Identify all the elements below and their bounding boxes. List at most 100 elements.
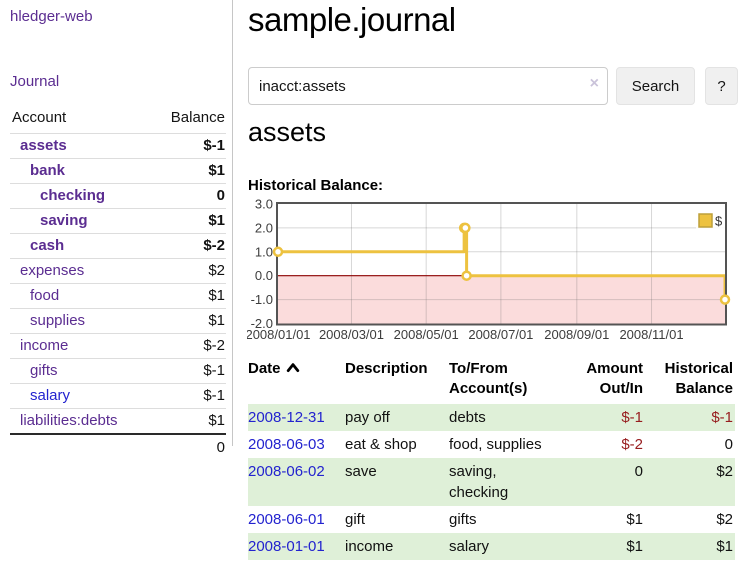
chart-x-tick-label: 2008/01/01 bbox=[247, 327, 311, 342]
account-row: supplies $1 bbox=[10, 308, 226, 334]
transaction-date-link[interactable]: 2008-06-02 bbox=[248, 463, 325, 480]
register-header-row: Date Description To/From Account(s) Amou… bbox=[248, 356, 735, 404]
sidebar-account-link[interactable]: income bbox=[20, 337, 69, 354]
transaction-accounts: saving, checking bbox=[449, 463, 509, 501]
account-cell: liabilities:debts bbox=[10, 408, 151, 434]
sidebar-item-journal[interactable]: Journal bbox=[10, 73, 60, 90]
accounts-table: Account Balance assets $-1 bank $1 checking 0… bbox=[10, 106, 226, 460]
sort-ascending-icon bbox=[286, 359, 300, 379]
account-row: saving $1 bbox=[10, 208, 226, 234]
accounts-table-body: assets $-1 bank $1 checking 0 saving $1 cash $-2 e… bbox=[10, 133, 226, 434]
sidebar-account-link[interactable]: checking bbox=[40, 187, 106, 204]
sidebar-account-link[interactable]: food bbox=[30, 287, 60, 304]
chart-y-tick-label: 0.0 bbox=[255, 268, 273, 283]
account-cell: cash bbox=[10, 233, 151, 259]
chart-x-tick-label: 2008/07/01 bbox=[468, 327, 533, 342]
transaction-description: gift bbox=[345, 511, 366, 528]
transaction-date-link[interactable]: 2008-06-01 bbox=[248, 511, 325, 528]
sidebar-account-balance: $1 bbox=[150, 408, 226, 434]
sidebar-account-link[interactable]: assets bbox=[20, 137, 67, 154]
transaction-date-link[interactable]: 2008-06-03 bbox=[248, 436, 325, 453]
sidebar-account-link[interactable]: bank bbox=[30, 162, 66, 179]
chart-y-tick-label: -1.0 bbox=[251, 292, 273, 307]
account-cell: salary bbox=[10, 383, 151, 409]
account-row: salary $-1 bbox=[10, 383, 226, 409]
transaction-row: 2008-06-03 eat & shop food, supplies $-2 0 bbox=[248, 431, 735, 458]
main-content: sample.journal × Search ? assets Histori… bbox=[247, 0, 742, 582]
transaction-accounts: debts bbox=[449, 409, 486, 426]
sidebar-account-link[interactable]: expenses bbox=[20, 262, 85, 279]
chart-y-tick-label: 2.0 bbox=[255, 220, 273, 235]
transaction-amount: $-2 bbox=[621, 436, 643, 453]
account-page-title: assets bbox=[248, 117, 327, 147]
account-row: cash $-2 bbox=[10, 233, 226, 259]
chart-x-tick-label: 2008/11/01 bbox=[619, 327, 683, 342]
sidebar-account-balance: $2 bbox=[150, 258, 226, 284]
account-cell: supplies bbox=[10, 308, 151, 334]
sidebar-account-balance: $1 bbox=[150, 158, 226, 184]
chart-x-tick-label: 2008/09/01 bbox=[544, 327, 609, 342]
transaction-row: 2008-01-01 income salary $1 $1 bbox=[248, 533, 735, 560]
transaction-date-cell: 2008-06-01 bbox=[248, 506, 345, 533]
transaction-balance: 0 bbox=[724, 436, 733, 453]
accounts-header-balance: Balance bbox=[170, 109, 225, 126]
sidebar-account-balance: 0 bbox=[150, 183, 226, 209]
transaction-amount: 0 bbox=[634, 463, 643, 480]
transaction-description: save bbox=[345, 463, 377, 480]
transaction-accounts: salary bbox=[449, 538, 490, 555]
register-header-description: Description bbox=[345, 360, 428, 377]
search-button[interactable]: Search bbox=[616, 67, 695, 105]
transaction-balance: $2 bbox=[716, 511, 733, 528]
account-row: income $-2 bbox=[10, 333, 226, 359]
transaction-description: pay off bbox=[345, 409, 390, 426]
account-row: food $1 bbox=[10, 283, 226, 309]
search-bar: × Search ? bbox=[248, 67, 738, 105]
transaction-row: 2008-12-31 pay off debts $-1 $-1 bbox=[248, 404, 735, 431]
transaction-description: income bbox=[345, 538, 394, 555]
account-cell: saving bbox=[10, 208, 151, 234]
transaction-date-link[interactable]: 2008-01-01 bbox=[248, 538, 325, 555]
chart-y-tick-label: -2.0 bbox=[251, 316, 273, 331]
search-input[interactable] bbox=[248, 67, 608, 105]
sidebar: hledger-web Journal Account Balance asse… bbox=[0, 0, 233, 460]
sidebar-account-link[interactable]: gifts bbox=[30, 362, 58, 379]
chart-x-tick-label: 2008/03/01 bbox=[319, 327, 384, 342]
accounts-header-account: Account bbox=[12, 109, 67, 126]
sidebar-account-link[interactable]: saving bbox=[40, 212, 88, 229]
register-header-date[interactable]: Date bbox=[248, 356, 345, 404]
transaction-description: eat & shop bbox=[345, 436, 417, 453]
sidebar-account-link[interactable]: liabilities:debts bbox=[20, 412, 118, 429]
sidebar-account-link[interactable]: supplies bbox=[30, 312, 86, 329]
page-title: sample.journal bbox=[248, 1, 456, 38]
account-row: assets $-1 bbox=[10, 133, 226, 159]
account-cell: assets bbox=[10, 133, 151, 159]
clear-search-icon[interactable]: × bbox=[589, 75, 599, 92]
register-table-body: 2008-12-31 pay off debts $-1 $-1 2008-06-03 ea… bbox=[248, 404, 735, 560]
app-brand-link[interactable]: hledger-web bbox=[10, 8, 93, 25]
chart-data-point bbox=[460, 222, 471, 234]
transaction-date-cell: 2008-12-31 bbox=[248, 404, 345, 431]
transaction-balance: $1 bbox=[716, 538, 733, 555]
sidebar-account-balance: $-1 bbox=[150, 133, 226, 159]
accounts-total-row: 0 bbox=[10, 433, 226, 460]
chart-data-point bbox=[272, 246, 284, 258]
legend-swatch-icon bbox=[698, 213, 713, 228]
chart-y-tick-label: 3.0 bbox=[255, 198, 273, 212]
sidebar-account-link[interactable]: cash bbox=[30, 237, 65, 254]
transaction-date-cell: 2008-06-03 bbox=[248, 431, 345, 458]
chart-data-point bbox=[461, 270, 472, 281]
search-input-wrap: × bbox=[248, 67, 608, 105]
account-cell: food bbox=[10, 283, 151, 309]
chart-legend-label: $ bbox=[715, 214, 723, 229]
sidebar-account-balance: $1 bbox=[150, 308, 226, 334]
accounts-total-spacer bbox=[10, 433, 151, 460]
transaction-date-link[interactable]: 2008-12-31 bbox=[248, 409, 325, 426]
help-button[interactable]: ? bbox=[705, 67, 738, 105]
chart-negative-region bbox=[278, 275, 725, 324]
sidebar-account-link[interactable]: salary bbox=[30, 387, 71, 404]
register-header-amount: Amount Out/In bbox=[586, 360, 643, 397]
transaction-balance: $2 bbox=[716, 463, 733, 480]
sidebar-account-balance: $-1 bbox=[150, 358, 226, 384]
account-row: liabilities:debts $1 bbox=[10, 408, 226, 434]
